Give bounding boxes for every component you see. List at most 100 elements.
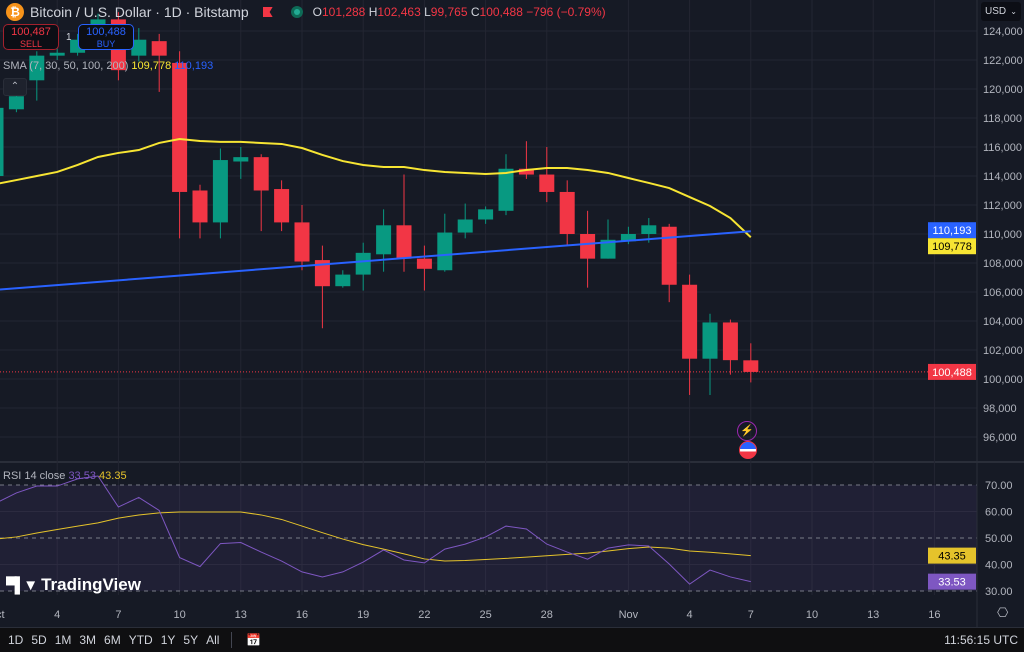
candle-up[interactable] (335, 274, 351, 287)
price-axis-label: 112,000 (983, 200, 1022, 212)
symbol-header: ₿ Bitcoin / U.S. Dollar · 1D · Bitstamp … (6, 3, 606, 21)
bottom-toolbar: 1D 5D 1M 3M 6M YTD 1Y 5Y All 📅 11:56:15 … (0, 627, 1024, 652)
price-axis-label: 96,000 (983, 432, 1017, 444)
currency-select[interactable]: USD ⌄ (981, 2, 1021, 21)
clock[interactable]: 11:56:15 UTC (944, 633, 1018, 647)
time-axis-label: 4 (687, 609, 693, 621)
candle-up[interactable] (0, 107, 4, 176)
tradingview-logo[interactable]: ▀▌▼ TradingView (6, 575, 141, 594)
us-economic-event-icon[interactable] (739, 441, 757, 459)
timeframe-6m[interactable]: 6M (104, 633, 121, 647)
candle-up[interactable] (29, 55, 45, 81)
price-axis-label: 102,000 (983, 345, 1023, 357)
price-axis-label: 118,000 (983, 113, 1022, 125)
toolbar-divider (231, 632, 233, 648)
timeframe-1d[interactable]: 1D (8, 633, 24, 647)
candle-down[interactable] (172, 62, 188, 192)
price-axis-label: 110,000 (983, 229, 1022, 241)
chart-background (0, 0, 1024, 627)
tradingview-logo-icon: ▀▌▼ (6, 576, 38, 594)
price-axis-label: 106,000 (983, 287, 1023, 299)
sma-blue-badge: 110,193 (933, 225, 972, 237)
price-axis-label: 122,000 (983, 55, 1023, 67)
candle-down[interactable] (294, 222, 310, 262)
candle-up[interactable] (212, 160, 228, 223)
candle-down[interactable] (539, 174, 555, 192)
sell-button[interactable]: 100,487 SELL (3, 24, 59, 50)
market-status-icon[interactable] (290, 6, 303, 18)
price-axis-label: 114,000 (983, 171, 1022, 183)
candle-down[interactable] (518, 168, 534, 175)
sma-yellow-badge-bg (928, 238, 976, 255)
time-axis-label: 13 (867, 609, 879, 621)
timeframe-3m[interactable]: 3M (79, 633, 97, 647)
last-price-badge: 100,488 (932, 367, 972, 379)
candle-up[interactable] (620, 234, 636, 242)
candle-down[interactable] (151, 41, 167, 56)
timeframe-5y[interactable]: 5Y (183, 633, 199, 647)
go-to-date-icon[interactable]: 📅 (246, 633, 262, 647)
rsi-legend[interactable]: RSI 14 close 33.53 43.35 (3, 470, 127, 482)
price-axis-label: 116,000 (983, 142, 1022, 154)
time-axis-label: 16 (296, 609, 308, 621)
time-axis-label: 7 (748, 609, 754, 621)
ohlc-values: O101,288 H102,463 L99,765 C100,488 −796 … (312, 5, 606, 19)
candle-down[interactable] (274, 189, 290, 223)
candle-down[interactable] (743, 360, 759, 372)
event-lightning-icon[interactable]: ⚡ (737, 421, 757, 441)
candle-up[interactable] (641, 225, 657, 234)
candle-up[interactable] (131, 39, 147, 56)
candle-up[interactable] (437, 232, 453, 271)
candle-down[interactable] (192, 190, 208, 223)
timeframe-all[interactable]: All (206, 633, 220, 647)
sma-yellow-line[interactable] (0, 138, 752, 238)
candle-up[interactable] (8, 96, 24, 110)
flag-icon[interactable] (262, 7, 273, 17)
settings-icon[interactable]: ⎔ (997, 605, 1009, 620)
rsi-line[interactable] (0, 475, 751, 585)
candle-up[interactable] (355, 252, 371, 275)
sma-blue-line[interactable] (0, 230, 751, 291)
timeframe-ytd[interactable]: YTD (128, 633, 153, 647)
time-axis-label: Oct (0, 609, 5, 621)
candle-up[interactable] (457, 219, 473, 233)
time-axis-label: 13 (235, 609, 247, 621)
time-axis-label: 22 (418, 609, 430, 621)
candle-up[interactable] (376, 225, 392, 255)
rsi-ma-badge-bg (928, 547, 976, 564)
buy-button[interactable]: 100,488 BUY (78, 24, 134, 50)
candle-up[interactable] (233, 157, 249, 162)
candle-down[interactable] (682, 284, 698, 359)
candle-up[interactable] (478, 209, 494, 220)
time-axis-label: 25 (479, 609, 491, 621)
price-axis-label: 120,000 (983, 84, 1023, 96)
candle-down[interactable] (722, 322, 738, 361)
symbol-title[interactable]: Bitcoin / U.S. Dollar · 1D · Bitstamp (30, 4, 249, 20)
price-chart[interactable]: 96,000 98,000 100,000 102,000 104,000 106,000… (0, 0, 1024, 627)
candle-down[interactable] (253, 157, 269, 191)
candle-down[interactable] (416, 258, 432, 269)
timeframe-5d[interactable]: 5D (31, 633, 47, 647)
candle-down[interactable] (396, 225, 412, 259)
time-axis-label: 10 (806, 609, 818, 621)
candle-down[interactable] (661, 226, 677, 285)
candle-down[interactable] (580, 234, 596, 259)
candle-down[interactable] (314, 260, 330, 287)
sma-legend[interactable]: SMA (7, 30, 50, 100, 200) 109,778 110,19… (3, 60, 214, 72)
candle-up[interactable] (600, 239, 616, 259)
price-axis-label: 124,000 (983, 26, 1023, 38)
rsi-axis-label: 30.00 (985, 586, 1013, 598)
candle-up[interactable] (702, 322, 718, 359)
time-axis-label: 19 (357, 609, 369, 621)
pane-separator[interactable] (0, 461, 1024, 463)
rsi-ma-line[interactable] (0, 511, 751, 562)
candle-down[interactable] (559, 191, 575, 234)
collapse-legend-button[interactable]: ⌃ (3, 78, 27, 96)
candle-up[interactable] (498, 168, 514, 211)
rsi-axis-label: 50.00 (985, 533, 1013, 545)
timeframe-1y[interactable]: 1Y (160, 633, 176, 647)
timeframe-1m[interactable]: 1M (54, 633, 72, 647)
candle-up[interactable] (49, 52, 65, 56)
time-axis-label: 4 (54, 609, 60, 621)
rsi-badge-bg (928, 573, 976, 590)
